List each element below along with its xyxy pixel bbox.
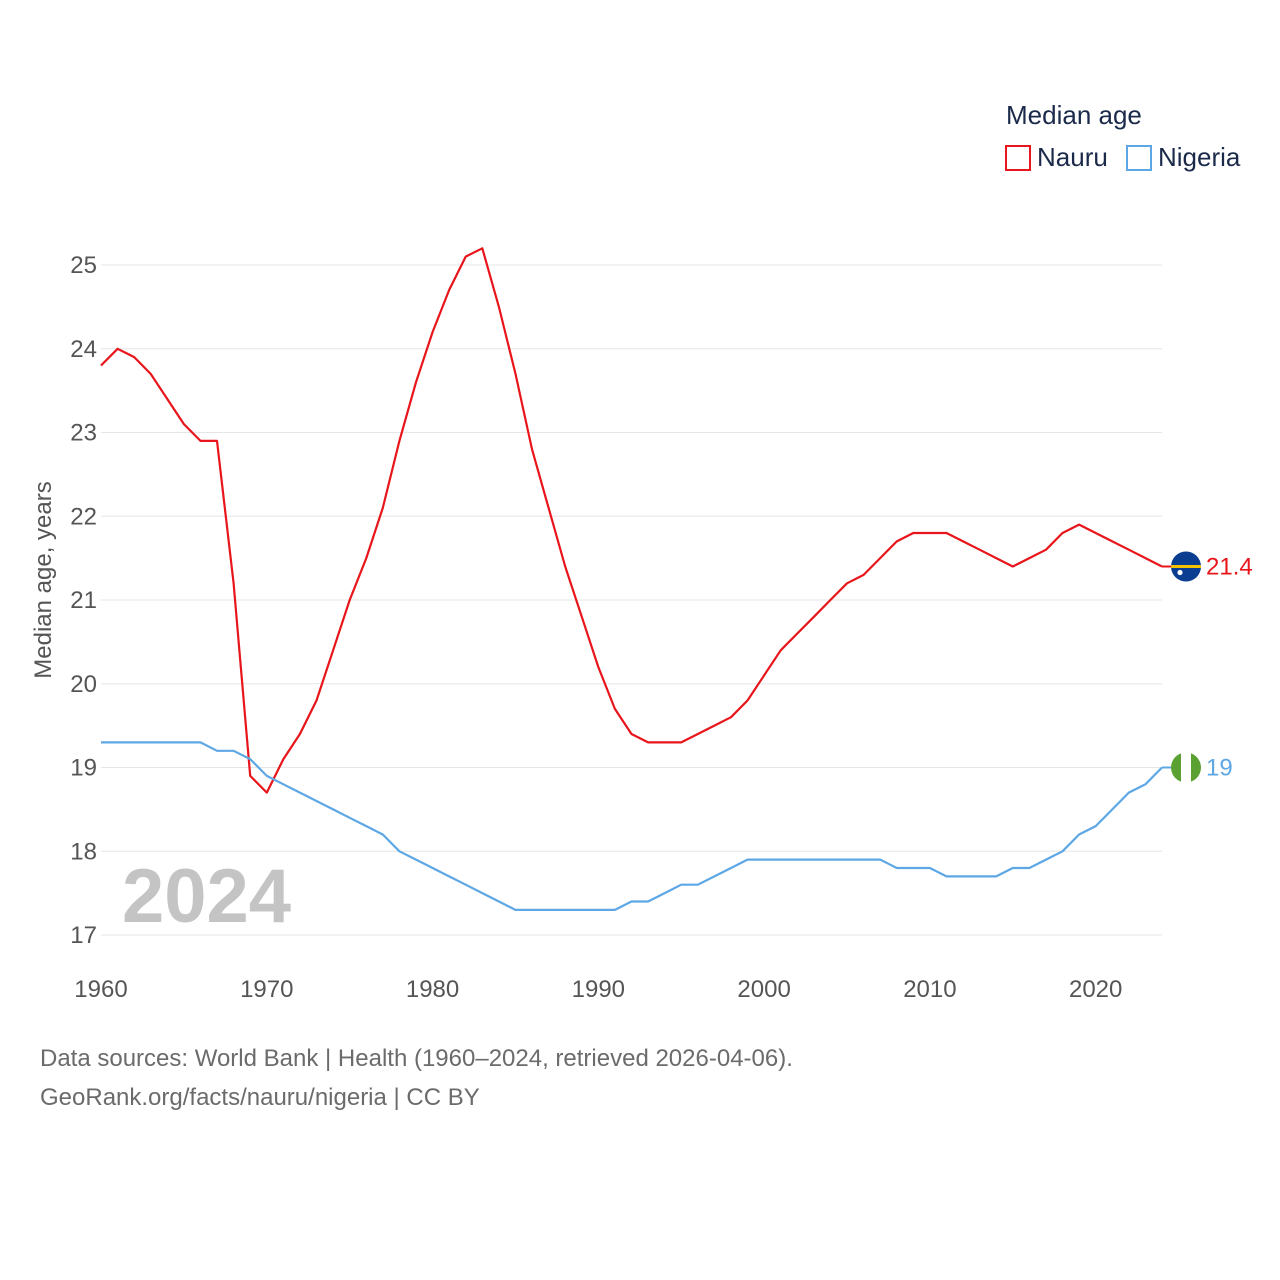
footer-sources: Data sources: World Bank | Health (1960–… bbox=[40, 1045, 793, 1072]
x-tick-label-2000: 2000 bbox=[737, 976, 790, 1003]
y-tick-label-25: 25 bbox=[70, 252, 97, 279]
gridlines bbox=[101, 264, 1162, 936]
legend-swatch-nigeria bbox=[1126, 145, 1152, 171]
x-tick-label-2020: 2020 bbox=[1069, 976, 1122, 1003]
current-year-label: 2024 bbox=[122, 854, 291, 939]
legend-label-nauru: Nauru bbox=[1037, 142, 1108, 172]
legend: Median age Nauru Nigeria bbox=[1005, 100, 1241, 172]
y-tick-label-17: 17 bbox=[70, 922, 97, 949]
nigeria-flag-icon bbox=[1171, 752, 1201, 783]
series-line-nauru bbox=[100, 247, 1163, 794]
y-tick-label-18: 18 bbox=[70, 838, 97, 865]
legend-item-nauru[interactable]: Nauru bbox=[1005, 142, 1108, 172]
y-axis-title: Median age, years bbox=[30, 481, 57, 678]
x-tick-label-1990: 1990 bbox=[572, 976, 625, 1003]
x-tick-label-2010: 2010 bbox=[903, 976, 956, 1003]
end-label-nauru: 21.4 bbox=[1206, 554, 1253, 581]
y-tick-label-19: 19 bbox=[70, 755, 97, 782]
end-label-nigeria: 19 bbox=[1206, 755, 1233, 782]
legend-title: Median age bbox=[1006, 100, 1142, 130]
nauru-flag-icon bbox=[1171, 551, 1201, 582]
y-tick-label-21: 21 bbox=[70, 587, 97, 614]
y-axis-ticks: 17 18 19 20 21 22 23 24 25 bbox=[70, 252, 97, 949]
x-tick-label-1960: 1960 bbox=[74, 976, 127, 1003]
legend-swatch-nauru bbox=[1005, 145, 1031, 171]
line-chart: 17 18 19 20 21 22 23 24 25 1960 1970 1980 1990 2000 2… bbox=[30, 100, 1253, 1003]
y-tick-label-23: 23 bbox=[70, 420, 97, 447]
y-tick-label-20: 20 bbox=[70, 671, 97, 698]
series-line-nigeria bbox=[101, 741, 1163, 911]
x-tick-label-1980: 1980 bbox=[406, 976, 459, 1003]
y-tick-label-24: 24 bbox=[70, 336, 97, 363]
x-tick-label-1970: 1970 bbox=[240, 976, 293, 1003]
footer-link[interactable]: GeoRank.org/facts/nauru/nigeria | CC BY bbox=[40, 1084, 480, 1111]
legend-item-nigeria[interactable]: Nigeria bbox=[1126, 142, 1241, 172]
series-lines bbox=[100, 247, 1171, 911]
x-axis-ticks: 1960 1970 1980 1990 2000 2010 2020 bbox=[74, 976, 1122, 1003]
legend-label-nigeria: Nigeria bbox=[1158, 142, 1241, 172]
y-tick-label-22: 22 bbox=[70, 503, 97, 530]
